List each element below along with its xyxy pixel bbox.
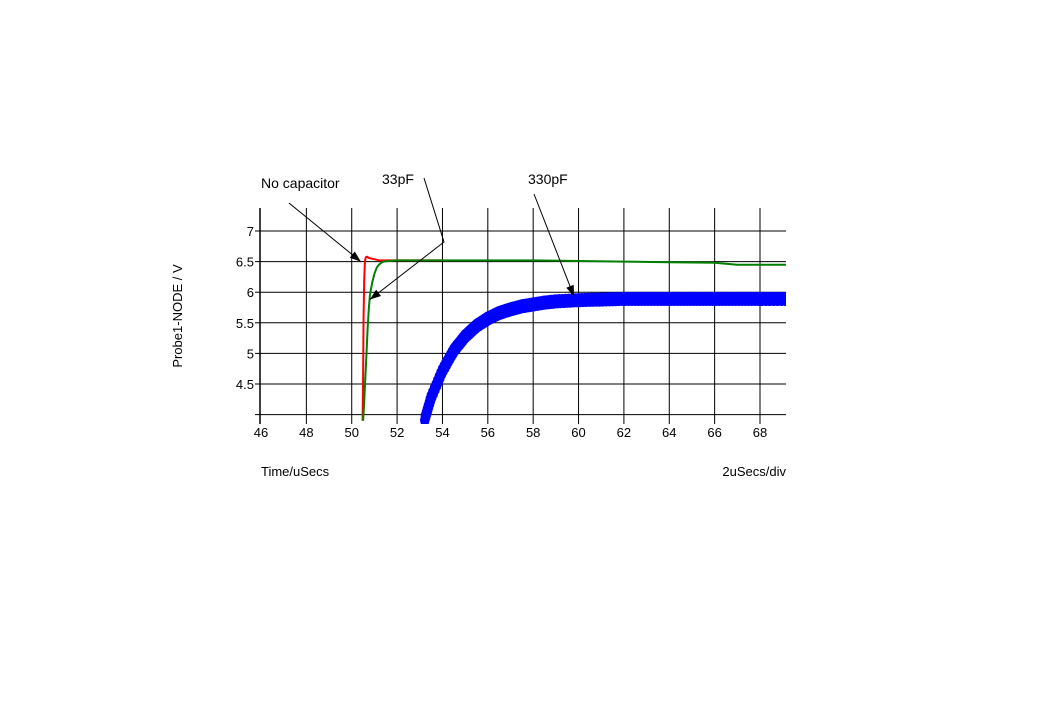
series-line-330pf	[419, 291, 786, 424]
x-tick-label: 66	[707, 425, 721, 440]
x-tick-labels: 46 48 50 52 54 56 58 60 62 64 66 68	[254, 425, 767, 440]
axes	[255, 208, 261, 424]
x-tick-label: 48	[299, 425, 313, 440]
y-tick-label: 5.5	[236, 316, 254, 331]
grid	[260, 208, 786, 424]
annotation-arrowhead	[369, 289, 382, 300]
x-tick-label: 60	[571, 425, 585, 440]
y-tick-labels: 4.5 5 5.5 6 6.5 7	[236, 224, 254, 392]
x-scale-note: 2uSecs/div	[722, 464, 786, 479]
x-tick-label: 50	[344, 425, 358, 440]
annotation-arrow	[369, 177, 445, 300]
x-tick-label: 46	[254, 425, 268, 440]
x-tick-label: 52	[390, 425, 404, 440]
annotation-330pf: 330pF	[528, 171, 568, 187]
annotation-arrow	[288, 202, 362, 262]
y-tick-label: 7	[247, 224, 254, 239]
x-tick-label: 54	[435, 425, 449, 440]
annotation-no-capacitor: No capacitor	[261, 175, 340, 191]
x-axis-label: Time/uSecs	[261, 464, 330, 479]
annotation-33pf: 33pF	[382, 171, 414, 187]
x-tick-label: 64	[662, 425, 676, 440]
x-tick-label: 58	[526, 425, 540, 440]
y-axis-label: Probe1-NODE / V	[170, 264, 185, 368]
y-tick-label: 6.5	[236, 255, 254, 270]
y-tick-label: 5	[247, 346, 254, 361]
annotation-arrowhead	[566, 284, 575, 297]
x-tick-label: 68	[753, 425, 767, 440]
series-layer	[361, 255, 786, 424]
annotations: No capacitor 33pF 330pF	[261, 171, 575, 300]
annotation-arrowhead	[349, 251, 361, 262]
annotation-arrow	[533, 193, 575, 297]
series-line-33pf	[362, 259, 786, 421]
x-tick-label: 56	[481, 425, 495, 440]
x-tick-label: 62	[617, 425, 631, 440]
y-tick-label: 4.5	[236, 377, 254, 392]
y-tick-label: 6	[247, 285, 254, 300]
